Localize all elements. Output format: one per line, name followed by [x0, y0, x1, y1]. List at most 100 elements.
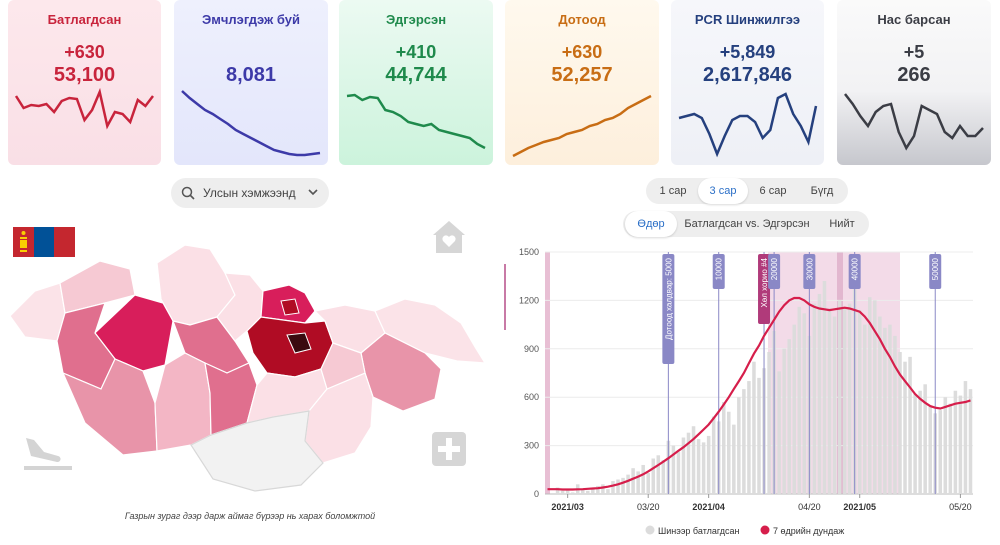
bar-new-cases — [691, 426, 696, 494]
bar-new-cases — [943, 397, 948, 494]
milestone-flag[interactable] — [848, 254, 861, 289]
card-confirmed[interactable]: Батлагдсан +630 53,100 — [8, 0, 161, 165]
bar-new-cases — [631, 468, 635, 494]
view-confirmed-vs-recovered[interactable]: Батлагдсан vs. Эдгэрсэн — [684, 218, 810, 230]
bar-new-cases — [817, 293, 822, 494]
card-sparkline — [678, 92, 818, 158]
card-title: Дотоод — [558, 12, 606, 27]
view-toggle: Өдөр Батлагдсан vs. Эдгэрсэн Нийт — [623, 211, 869, 237]
bar-new-cases — [797, 306, 802, 494]
card-delta: +630 — [561, 42, 603, 62]
bar-new-cases — [616, 479, 620, 494]
bar-new-cases — [581, 489, 585, 494]
milestone-flag[interactable] — [803, 254, 816, 289]
card-sparkline — [181, 90, 321, 157]
bar-new-cases — [696, 439, 701, 494]
bar-new-cases — [611, 481, 615, 494]
bar-new-cases — [742, 389, 746, 494]
bar-new-cases — [706, 435, 711, 494]
milestone-flag[interactable] — [929, 254, 942, 289]
milestone-label: Дотоод халдвар: 5000 — [664, 257, 673, 340]
milestone-flag[interactable] — [758, 254, 771, 324]
card-local[interactable]: Дотоод +630 52,257 — [505, 0, 659, 165]
home-icon[interactable] — [431, 219, 467, 255]
range-toggle: 1 сар 3 сар 6 сар Бүгд — [646, 178, 848, 204]
view-daily[interactable]: Өдөр — [625, 211, 677, 237]
y-tick-label: 600 — [524, 392, 539, 402]
mongolia-flag-icon — [13, 227, 75, 257]
range-3m[interactable]: 3 сар — [698, 178, 748, 204]
bar-new-cases — [757, 377, 761, 494]
x-tick-label: 2021/04 — [692, 502, 725, 512]
province-umnugovi[interactable] — [190, 410, 324, 492]
bar-new-cases — [681, 437, 686, 494]
bar-new-cases — [862, 324, 867, 494]
bar-new-cases — [747, 381, 751, 494]
bar-new-cases — [938, 410, 943, 494]
milestone-flag[interactable] — [662, 254, 675, 364]
bar-new-cases — [908, 356, 912, 494]
bar-new-cases — [878, 316, 882, 494]
province-ulaanbaatar[interactable] — [286, 332, 312, 354]
bar-new-cases — [847, 303, 852, 494]
bar-new-cases — [636, 471, 640, 494]
x-tick-label: 2021/03 — [551, 502, 584, 512]
y-tick-label: 0 — [534, 489, 539, 499]
card-active[interactable]: Эмчлэгдэж буй 8,081 — [174, 0, 328, 165]
region-selector[interactable]: Улсын хэмжээнд — [171, 178, 329, 208]
card-pcr[interactable]: PCR Шинжилгээ +5,849 2,617,846 — [671, 0, 824, 165]
bar-new-cases — [812, 303, 817, 494]
milestone-flag[interactable] — [712, 254, 725, 289]
chart-scroll-indicator[interactable] — [504, 264, 506, 330]
card-recovered[interactable]: Эдгэрсэн +410 44,744 — [339, 0, 493, 165]
bar-new-cases — [777, 371, 781, 494]
card-delta: +630 — [64, 42, 105, 62]
bar-new-cases — [651, 458, 656, 494]
card-value: 266 — [897, 64, 931, 86]
view-total[interactable]: Нийт — [829, 218, 855, 230]
card-value: 8,081 — [225, 64, 277, 86]
card-title: Эмчлэгдэж буй — [202, 12, 300, 27]
bar-new-cases — [586, 490, 590, 494]
bar-new-cases — [918, 390, 922, 494]
bar-new-cases — [868, 297, 872, 494]
bar-new-cases — [661, 460, 666, 494]
medical-plus-icon[interactable] — [432, 432, 466, 466]
card-sparkline — [14, 87, 154, 130]
bar-new-cases — [767, 352, 771, 494]
bar-new-cases — [827, 308, 832, 494]
province-bayankhongor[interactable] — [154, 352, 212, 452]
range-all[interactable]: Бүгд — [810, 185, 834, 197]
bar-new-cases — [928, 406, 932, 494]
bar-new-cases — [656, 455, 661, 494]
bar-new-cases — [601, 484, 605, 494]
bar-new-cases — [606, 489, 610, 494]
y-tick-label: 300 — [524, 441, 539, 451]
airplane-landing-icon[interactable] — [22, 432, 74, 474]
province-govisumber[interactable] — [320, 342, 366, 390]
legend-swatch-new — [645, 525, 655, 535]
bar-new-cases — [782, 348, 786, 494]
y-tick-label: 1200 — [519, 295, 539, 305]
province-darkhan[interactable] — [280, 298, 300, 316]
card-value: 2,617,846 — [703, 64, 792, 86]
x-tick-label: 05/20 — [949, 502, 972, 512]
bar-new-cases — [837, 300, 842, 494]
bar-new-cases — [686, 432, 691, 494]
bar-new-cases — [721, 402, 726, 494]
legend-new-cases: Шинээр батлагдсан — [658, 526, 740, 536]
province-bayan-ulgii[interactable] — [9, 282, 66, 342]
mongolia-map[interactable] — [5, 213, 495, 508]
range-6m[interactable]: 6 сар — [759, 185, 787, 197]
x-tick-label: 2021/05 — [843, 502, 876, 512]
card-title: PCR Шинжилгээ — [694, 12, 801, 27]
card-deaths[interactable]: Нас барсан +5 266 — [837, 0, 991, 165]
range-1m[interactable]: 1 сар — [659, 185, 687, 197]
province-tuv[interactable] — [246, 316, 334, 378]
milestone-flag[interactable] — [768, 254, 781, 289]
milestone-label: 50000 — [931, 257, 940, 280]
bar-new-cases — [737, 397, 741, 494]
milestone-label: 40000 — [851, 257, 860, 280]
milestone-label: 10000 — [715, 257, 724, 280]
bar-new-cases — [968, 389, 973, 494]
